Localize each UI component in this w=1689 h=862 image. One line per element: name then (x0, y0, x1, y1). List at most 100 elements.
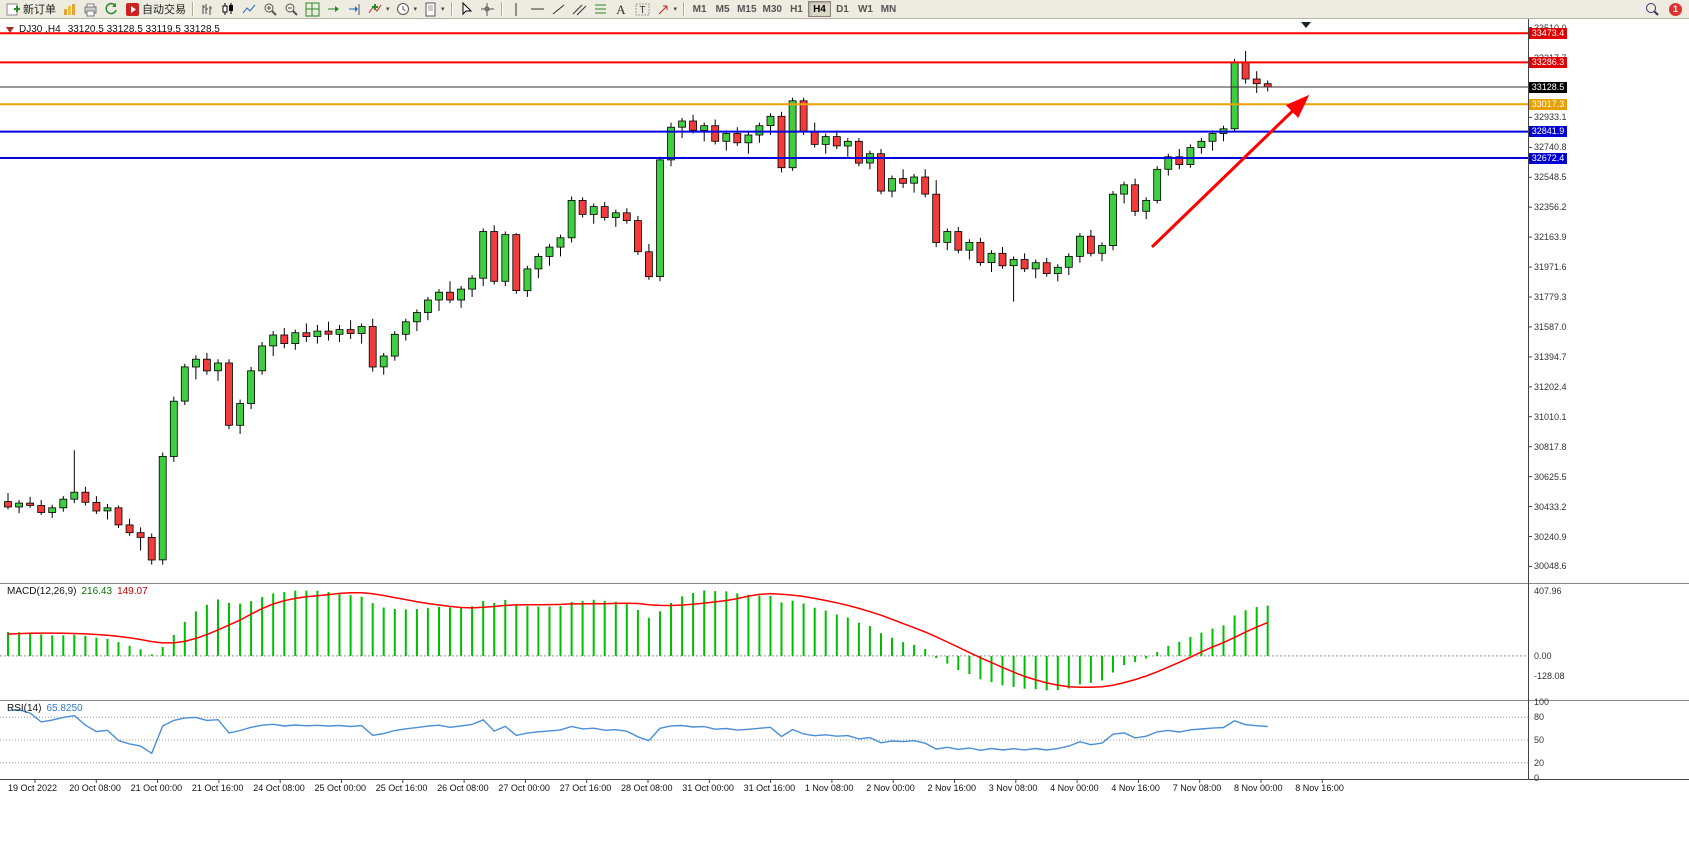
indicators-button[interactable]: ▾ (365, 1, 393, 18)
period-button-M5[interactable]: M5 (711, 1, 734, 17)
price-axis-label: 32163.9 (1534, 232, 1567, 243)
period-button-M15[interactable]: M15 (734, 1, 759, 17)
autotrading-button[interactable]: 自动交易 (122, 1, 189, 18)
zoom-out-button[interactable] (281, 1, 302, 18)
cursor-button[interactable] (456, 1, 477, 18)
svg-text:T: T (639, 5, 645, 16)
arrows-icon (656, 2, 671, 17)
auto-scroll-button[interactable] (323, 1, 344, 18)
horizontal-line-icon (530, 2, 545, 17)
period-button-W1[interactable]: W1 (854, 1, 877, 17)
dropdown-arrow-icon: ▾ (441, 6, 445, 13)
periods-button[interactable]: ▾ (393, 1, 421, 18)
rsi-axis-label: 50 (1534, 735, 1545, 745)
print-icon (83, 2, 98, 17)
channel-icon (572, 2, 587, 17)
price-axis-label: 30048.6 (1534, 561, 1567, 572)
refresh-icon (104, 2, 119, 17)
time-axis-label: 26 Oct 08:00 (437, 783, 489, 793)
time-axis-label: 27 Oct 16:00 (559, 783, 612, 793)
candlestick-icon (221, 2, 236, 17)
period-button-H1[interactable]: H1 (785, 1, 808, 17)
time-axis-label: 21 Oct 16:00 (191, 783, 244, 793)
new-order-icon (6, 2, 21, 17)
price-axis-label: 31779.3 (1534, 292, 1567, 302)
one-click-trading-toggle[interactable] (6, 26, 14, 33)
chart-shift-icon (347, 2, 362, 17)
price-axis-label: 30433.2 (1534, 501, 1567, 512)
price-badge: 33128.5 (1529, 81, 1567, 93)
candlestick-chart-button[interactable] (218, 1, 239, 18)
toolbar-separator (500, 2, 503, 16)
period-button-MN[interactable]: MN (877, 1, 900, 17)
autotrading-icon (125, 2, 140, 17)
macd-axis-label: 407.96 (1534, 585, 1562, 596)
price-axis-label: 33510.0 (1534, 23, 1567, 33)
rsi-axis-label: 80 (1534, 712, 1545, 723)
fibonacci-button[interactable] (590, 1, 611, 18)
tile-windows-button[interactable] (302, 1, 323, 18)
crosshair-button[interactable] (477, 1, 498, 18)
trend-arrow[interactable] (1150, 94, 1310, 249)
price-axis-label: 32933.1 (1534, 112, 1567, 123)
ohlc-values: 33120.5 33128.5 33119.5 33128.5 (67, 24, 220, 35)
vertical-line-icon (509, 2, 524, 17)
zoom-in-button[interactable] (260, 1, 281, 18)
svg-text:A: A (616, 2, 626, 17)
time-axis-label: 24 Oct 08:00 (253, 783, 305, 793)
time-axis-label: 25 Oct 16:00 (375, 783, 428, 793)
period-button-D1[interactable]: D1 (831, 1, 854, 17)
horizontal-line-button[interactable] (527, 1, 548, 18)
price-axis-label: 31587.0 (1534, 321, 1567, 332)
text-button[interactable]: A (611, 1, 632, 18)
template-icon (423, 2, 438, 17)
time-axis-label: 2 Nov 16:00 (927, 783, 977, 793)
toolbar: 新订单 自动交易 ▾ ▾ ▾ A T ▾ M1 M5 M15 M30 H1 H4 D1 W1 MN 1 (0, 0, 1689, 19)
print-button[interactable] (80, 1, 101, 18)
charts-button[interactable] (59, 1, 80, 18)
text-icon: A (614, 2, 629, 17)
crosshair-icon (480, 2, 495, 17)
macd-signal-value: 149.07 (117, 586, 148, 597)
cursor-icon (459, 1, 474, 17)
price-badge: 32672.4 (1529, 152, 1567, 164)
toolbar-right-group: 1 (1642, 1, 1686, 18)
macd-signal-line (7, 591, 1268, 689)
chart-shift-button[interactable] (344, 1, 365, 18)
price-axis-label: 31202.4 (1534, 381, 1567, 392)
vertical-line-button[interactable] (506, 1, 527, 18)
macd-name: MACD(12,26,9) (7, 586, 77, 597)
time-axis-label: 31 Oct 00:00 (682, 783, 734, 793)
chart-shift-marker[interactable] (1301, 22, 1311, 28)
new-order-button[interactable]: 新订单 (3, 1, 59, 18)
time-axis-label: 3 Nov 08:00 (988, 783, 1038, 793)
label-button[interactable]: T (632, 1, 653, 18)
time-axis-label: 4 Nov 00:00 (1050, 783, 1099, 793)
time-axis-label: 8 Nov 00:00 (1234, 783, 1283, 793)
trendline-icon (551, 2, 566, 17)
rsi-line (7, 709, 1268, 755)
zoom-in-icon (263, 2, 278, 17)
period-button-H4[interactable]: H4 (807, 1, 831, 17)
rsi-axis-label: 20 (1534, 757, 1545, 768)
refresh-button[interactable] (101, 1, 122, 18)
period-button-M30[interactable]: M30 (760, 1, 785, 17)
templates-button[interactable]: ▾ (420, 1, 448, 18)
horizontal-lines-layer[interactable] (0, 32, 1528, 159)
ohlc-header: DJ30 ,H4 33120.5 33128.5 33119.5 33128.5 (6, 24, 220, 35)
line-chart-button[interactable] (239, 1, 260, 18)
price-axis-label: 32356.2 (1534, 202, 1567, 213)
bar-chart-icon (200, 2, 215, 17)
trendline-button[interactable] (548, 1, 569, 18)
notification-badge[interactable]: 1 (1669, 2, 1682, 16)
arrows-button[interactable]: ▾ (653, 1, 681, 18)
new-order-button-label: 新订单 (23, 4, 56, 16)
charts-icon (62, 2, 77, 17)
symbol-search-button[interactable] (1642, 1, 1663, 18)
price-axis-label: 32548.5 (1534, 172, 1567, 183)
bar-chart-button[interactable] (197, 1, 218, 18)
period-button-M1[interactable]: M1 (688, 1, 711, 17)
channel-button[interactable] (569, 1, 590, 18)
